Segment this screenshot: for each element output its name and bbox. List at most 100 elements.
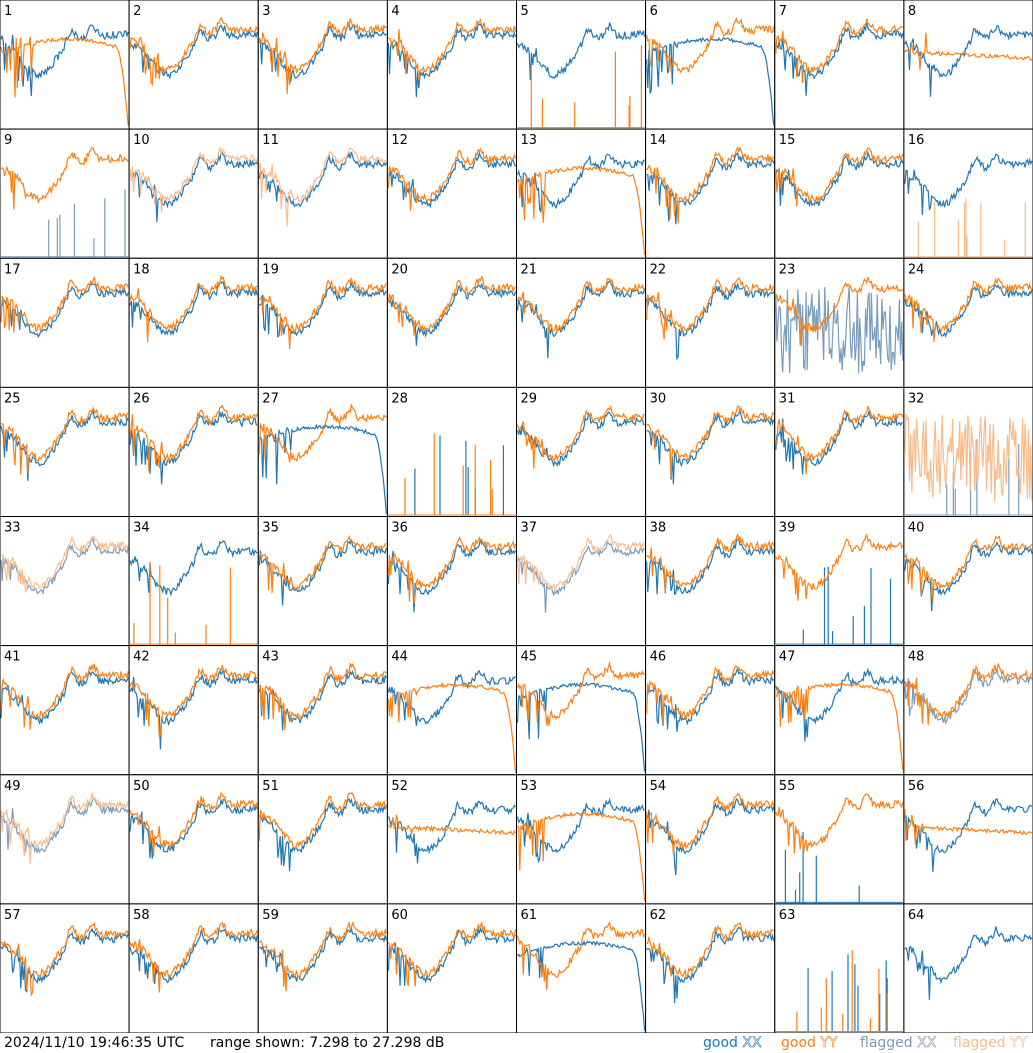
panel-label: 27: [262, 391, 279, 406]
panel-43: 43: [257, 645, 388, 776]
panel-frame: [645, 645, 776, 776]
panel-1: 1: [0, 0, 130, 130]
series-xx-line: [516, 22, 646, 81]
panel-frame: [386, 0, 517, 130]
panel-frame: [903, 0, 1033, 130]
panel-40: 40: [903, 516, 1033, 647]
series-xx-line: [775, 22, 904, 96]
panel-frame: [516, 516, 647, 647]
panel-label: 60: [391, 908, 408, 923]
series-yy-line: [516, 920, 646, 990]
panel-label: 24: [908, 262, 925, 277]
legend-flagged-yy: flagged YY: [953, 1035, 1028, 1052]
panel-label: 46: [650, 650, 667, 665]
series-yy-line: [129, 274, 258, 343]
panel-frame: [0, 516, 130, 647]
panel-6: 6: [645, 0, 776, 130]
panel-label: 3: [262, 4, 270, 19]
series-yy-line: [258, 920, 387, 992]
series-xx-line: [646, 538, 775, 595]
series-yy-line: [904, 413, 1033, 502]
series-xx-line: [904, 25, 1033, 97]
panel-33: 33: [0, 516, 130, 647]
series-yy-line: [516, 404, 645, 469]
series-yy-line: [258, 402, 387, 463]
panel-label: 14: [650, 133, 667, 148]
panel-frame: [516, 257, 647, 388]
series-yy-line: [775, 147, 904, 207]
series-xx-line: [129, 24, 258, 79]
series-yy-line: [775, 404, 904, 475]
series-xx-line: [646, 666, 775, 732]
panel-frame: [645, 903, 776, 1033]
series-yy-line: [904, 198, 1032, 258]
panel-frame: [516, 903, 647, 1033]
panel-54: 54: [645, 774, 776, 905]
series-yy-line: [646, 921, 775, 978]
panel-label: 49: [4, 779, 21, 794]
panel-59: 59: [257, 903, 388, 1033]
panel-label: 22: [650, 262, 667, 277]
panel-7: 7: [774, 0, 905, 130]
panel-12: 12: [386, 128, 517, 259]
panel-label: 52: [391, 779, 408, 794]
series-yy-line: [646, 533, 775, 593]
panel-label: 40: [908, 521, 925, 536]
series-xx-line: [904, 798, 1032, 872]
series-yy-line: [387, 147, 517, 211]
panel-label: 56: [908, 779, 925, 794]
panel-frame: [645, 516, 776, 647]
panel-label: 59: [262, 908, 279, 923]
series-yy-line: [646, 792, 775, 855]
panel-51: 51: [257, 774, 388, 905]
series-xx-line: [646, 409, 775, 485]
panel-21: 21: [516, 257, 647, 388]
panel-label: 63: [779, 908, 796, 923]
series-yy-line: [0, 921, 129, 997]
panel-26: 26: [128, 386, 259, 517]
series-xx-line: [258, 23, 387, 83]
series-xx-line: [387, 282, 517, 346]
panel-4: 4: [386, 0, 517, 130]
panel-3: 3: [257, 0, 388, 130]
series-xx-line: [258, 670, 387, 731]
series-xx-line: [775, 667, 904, 742]
panel-label: 2: [133, 4, 141, 19]
panel-label: 50: [133, 779, 150, 794]
panel-34: 34: [128, 516, 259, 647]
series-yy-line: [129, 16, 258, 87]
panel-label: 41: [4, 650, 21, 665]
panel-label: 44: [391, 650, 408, 665]
series-xx-line: [259, 797, 387, 872]
series-yy-line: [0, 793, 129, 864]
series-yy-line: [258, 663, 387, 731]
panel-label: 15: [779, 133, 796, 148]
series-yy-line: [904, 809, 1033, 845]
panel-frame: [257, 516, 388, 647]
panel-frame: [0, 128, 130, 259]
legend-flagged-xx: flagged XX: [860, 1035, 937, 1052]
panel-label: 45: [521, 650, 538, 665]
panel-frame: [0, 903, 130, 1033]
panel-58: 58: [128, 903, 259, 1033]
series-yy-line: [904, 32, 1033, 71]
panel-label: 53: [521, 779, 538, 794]
panel-frame: [128, 128, 259, 259]
legend-good-xx-pol: XX: [742, 1035, 762, 1052]
series-yy-line: [129, 791, 258, 857]
series-yy-line: [646, 277, 775, 340]
panel-frame: [128, 257, 259, 388]
series-yy-line: [387, 536, 517, 604]
series-yy-line: [387, 922, 517, 987]
panel-label: 43: [262, 650, 279, 665]
panel-frame: [257, 128, 388, 259]
series-yy-line: [258, 18, 387, 95]
panel-frame: [0, 645, 130, 776]
panel-57: 57: [0, 903, 130, 1033]
series-yy-line: [129, 664, 258, 738]
panel-label: 19: [262, 262, 279, 277]
series-xx-line: [516, 280, 646, 359]
panel-label: 12: [391, 133, 408, 148]
panel-label: 10: [133, 133, 150, 148]
